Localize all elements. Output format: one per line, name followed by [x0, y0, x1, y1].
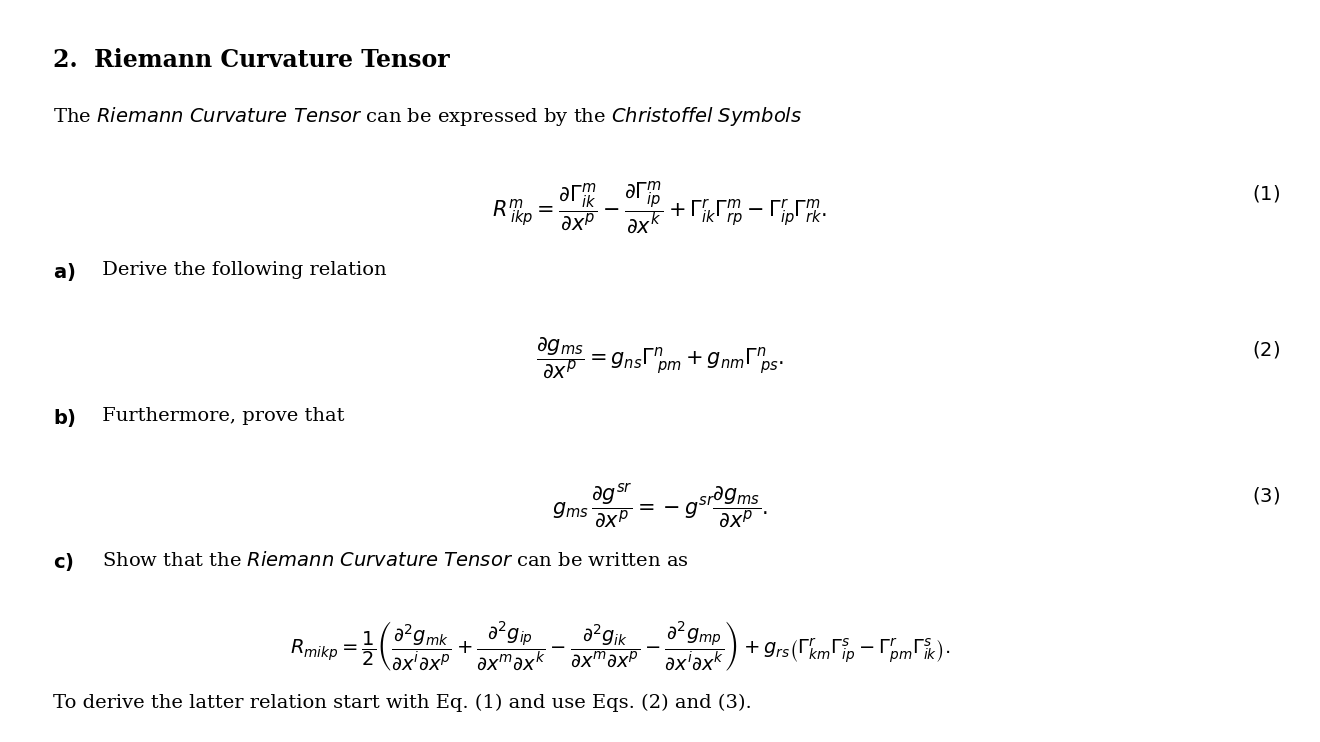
Text: Derive the following relation: Derive the following relation — [96, 261, 387, 279]
Text: 2.  Riemann Curvature Tensor: 2. Riemann Curvature Tensor — [53, 48, 449, 72]
Text: $\mathbf{c)}$: $\mathbf{c)}$ — [53, 551, 74, 574]
Text: To derive the latter relation start with Eq. (1) and use Eqs. (2) and (3).: To derive the latter relation start with… — [53, 694, 751, 712]
Text: $(2)$: $(2)$ — [1253, 339, 1280, 360]
Text: $R_{mikp} = \dfrac{1}{2}\left(\dfrac{\partial^{2}g_{mk}}{\partial x^{i}\partial : $R_{mikp} = \dfrac{1}{2}\left(\dfrac{\pa… — [290, 620, 950, 673]
Text: $\dfrac{\partial g_{ms}}{\partial x^{p}} = g_{ns}\Gamma^{n}_{\;pm} + g_{nm}\Gamm: $\dfrac{\partial g_{ms}}{\partial x^{p}}… — [536, 335, 784, 380]
Text: $R^{m}_{\;ikp} = \dfrac{\partial\Gamma^{m}_{ik}}{\partial x^{p}} - \dfrac{\parti: $R^{m}_{\;ikp} = \dfrac{\partial\Gamma^{… — [492, 180, 828, 236]
Text: Furthermore, prove that: Furthermore, prove that — [96, 407, 345, 424]
Text: $g_{ms}\,\dfrac{\partial g^{sr}}{\partial x^{p}} = -g^{sr}\dfrac{\partial g_{ms}: $g_{ms}\,\dfrac{\partial g^{sr}}{\partia… — [552, 481, 768, 530]
Text: $(3)$: $(3)$ — [1253, 485, 1280, 505]
Text: $(1)$: $(1)$ — [1253, 183, 1280, 204]
Text: $\mathbf{a)}$: $\mathbf{a)}$ — [53, 261, 75, 283]
Text: $\mathbf{b)}$: $\mathbf{b)}$ — [53, 407, 77, 429]
Text: Show that the $\mathit{Riemann\ Curvature\ Tensor}$ can be written as: Show that the $\mathit{Riemann\ Curvatur… — [96, 551, 689, 571]
Text: The $\mathit{Riemann\ Curvature\ Tensor}$ can be expressed by the $\mathit{Chris: The $\mathit{Riemann\ Curvature\ Tensor}… — [53, 105, 803, 128]
